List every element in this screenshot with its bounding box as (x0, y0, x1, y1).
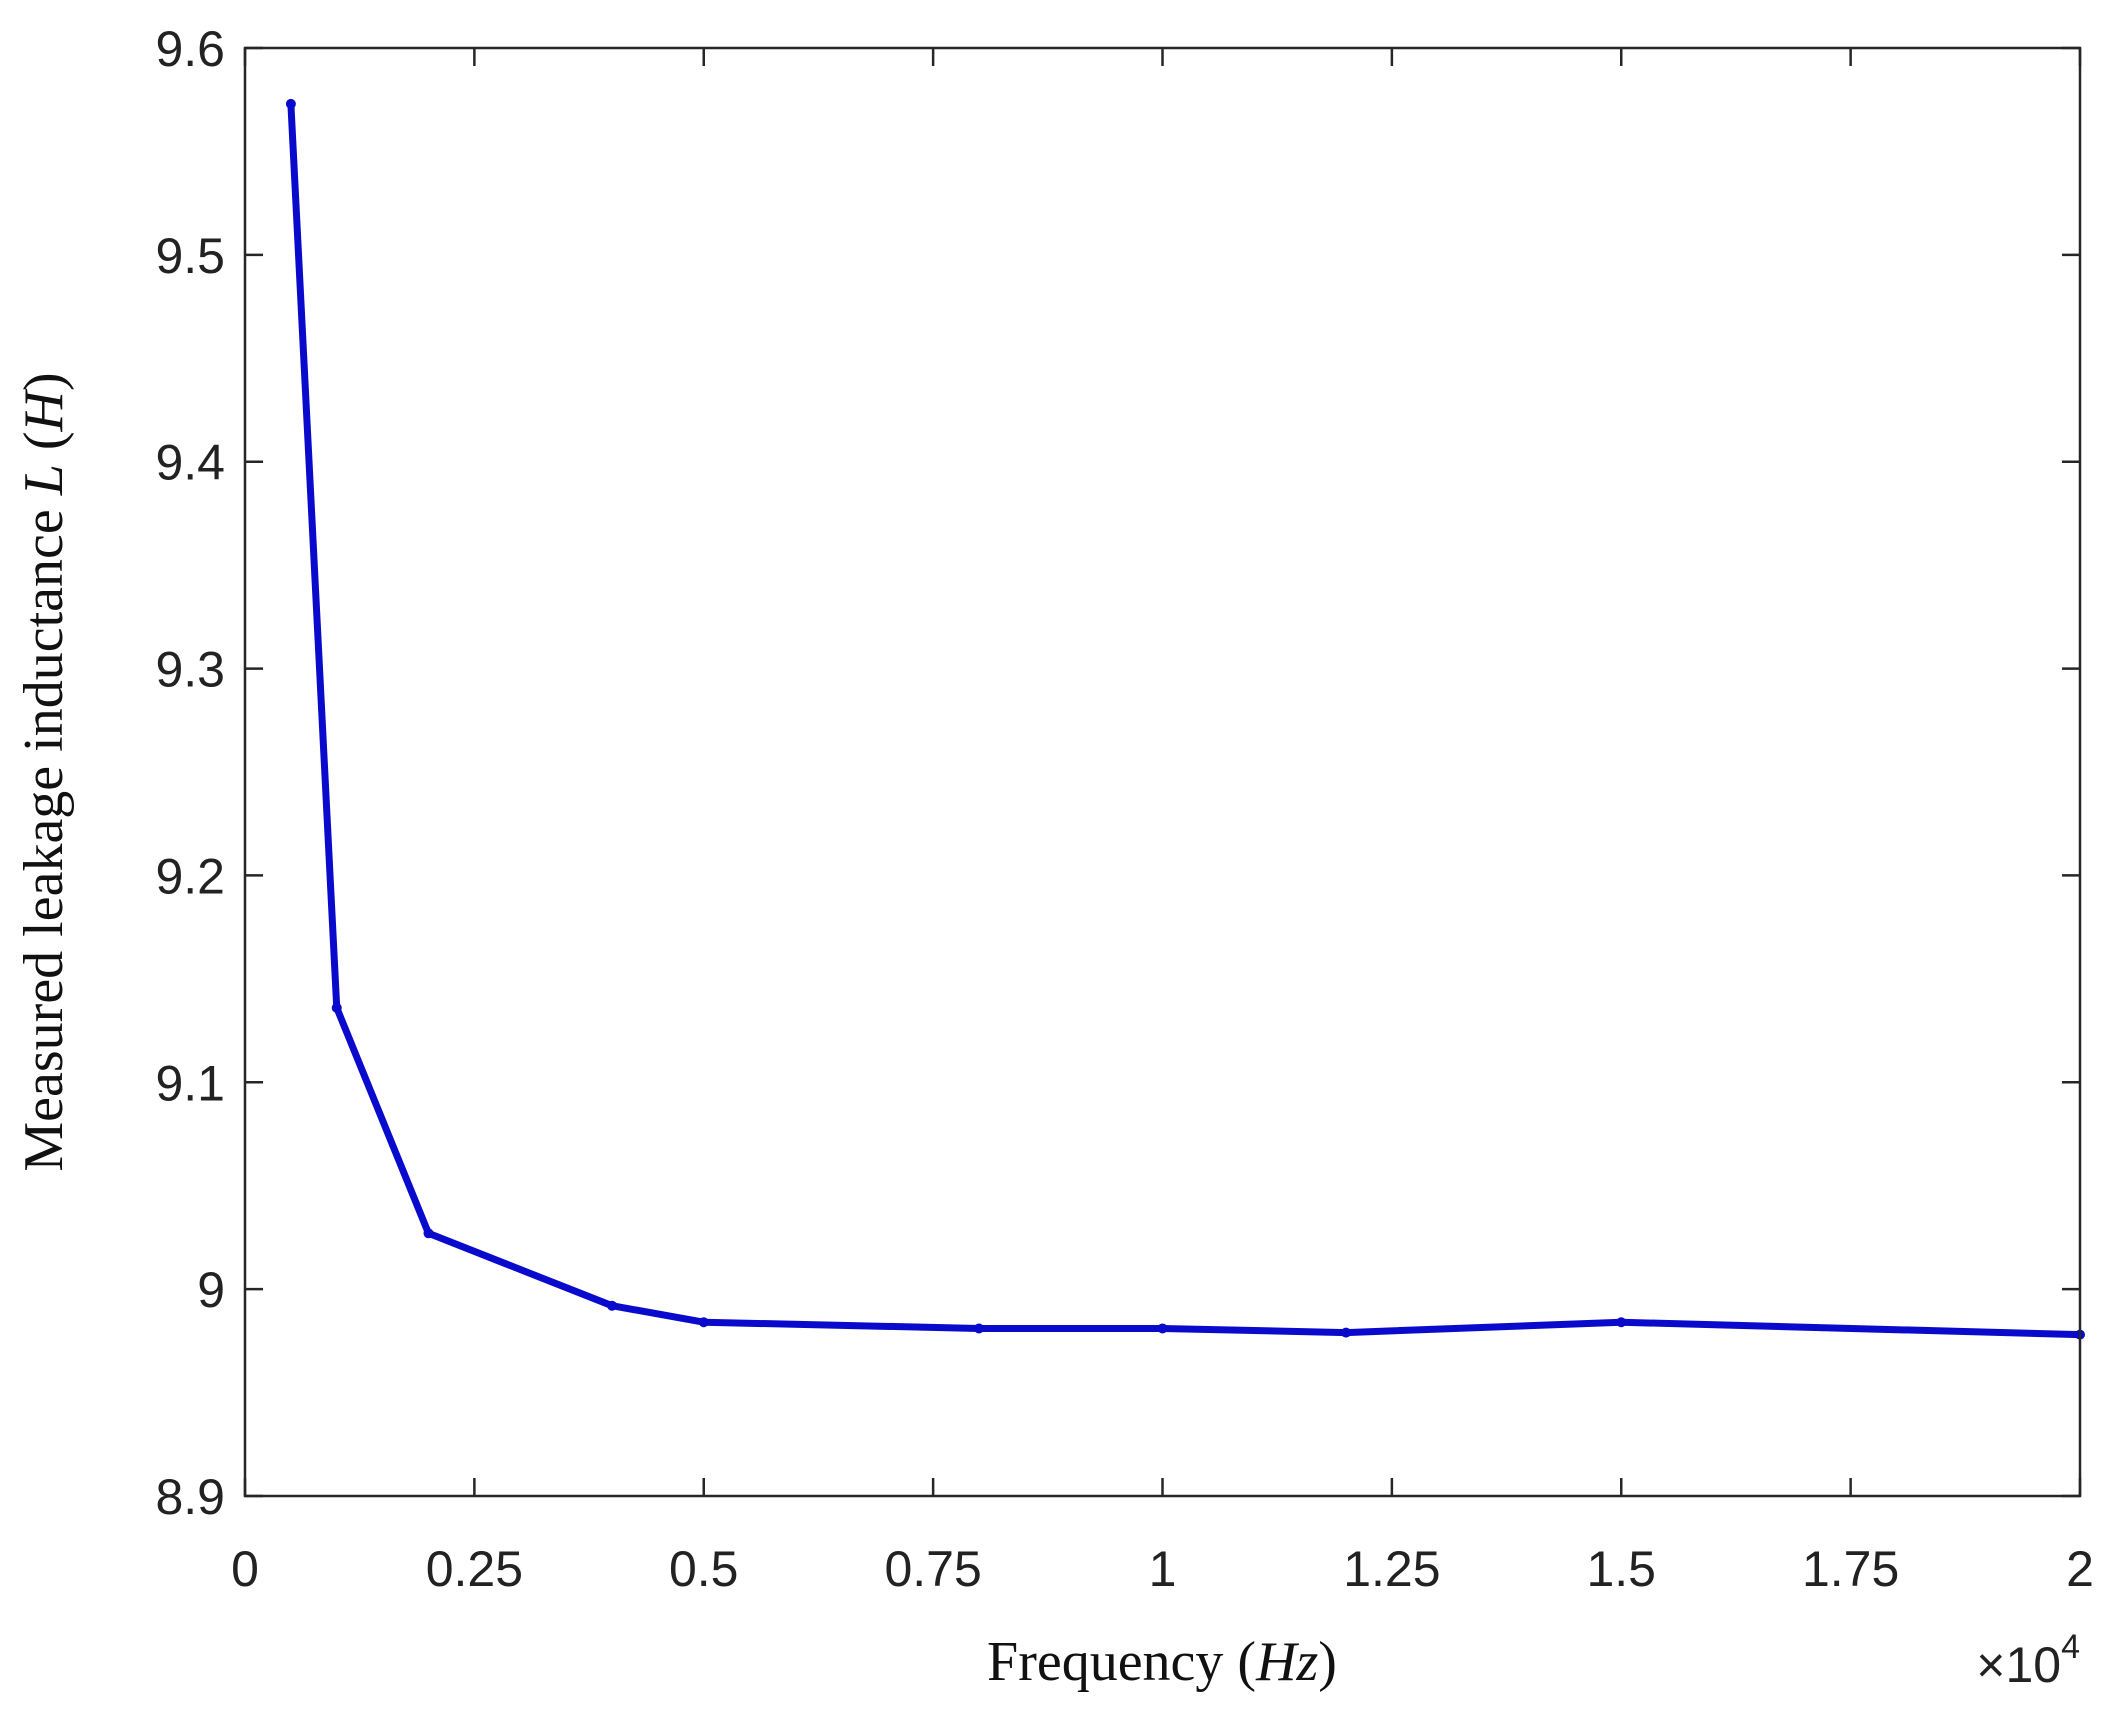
data-point (1616, 1317, 1627, 1328)
y-tick-label: 9.3 (155, 642, 225, 698)
data-point (423, 1228, 434, 1239)
y-tick-label: 8.9 (155, 1469, 225, 1525)
y-tick-label: 9.4 (155, 435, 225, 491)
data-point (1157, 1323, 1168, 1334)
x-tick-label: 0.25 (426, 1541, 523, 1597)
y-tick-labels: 8.9 9 9.1 9.2 9.3 9.4 9.5 9.6 (155, 21, 225, 1525)
x-tick-label: 1.75 (1802, 1541, 1899, 1597)
x-tick-label: 1 (1149, 1541, 1177, 1597)
y-axis-title: Measured leakage inductance L (H) (13, 372, 75, 1171)
data-point (607, 1300, 617, 1311)
y-tick-label: 9 (197, 1262, 225, 1318)
x-tick-label: 1.25 (1343, 1541, 1440, 1597)
series-line (287, 100, 2084, 1339)
plot-frame (243, 46, 2082, 1498)
series-layer (285, 98, 2085, 1340)
x-tick-label: 0.5 (669, 1541, 739, 1597)
y-tick-label: 9.1 (155, 1055, 225, 1111)
x-tick-label: 2 (2066, 1541, 2094, 1597)
data-point (285, 98, 296, 109)
y-tick-label: 9.5 (155, 228, 225, 284)
plot-area (245, 48, 2080, 1496)
x-tick-label: 0.75 (884, 1541, 981, 1597)
data-point (1341, 1327, 1351, 1338)
y-tick-label: 9.6 (155, 21, 225, 77)
y-tick-label: 9.2 (155, 848, 225, 904)
x-axis-title: Frequency (Hz) (987, 1631, 1337, 1693)
data-point (698, 1317, 709, 1328)
x-tick-label: 1.5 (1586, 1541, 1656, 1597)
data-point (331, 1002, 342, 1013)
x-axis-multiplier: ×104 (1976, 1628, 2080, 1693)
data-point (974, 1323, 984, 1334)
x-tick-labels: 0 0.25 0.5 0.75 1 1.25 1.5 1.75 2 (231, 1541, 2094, 1597)
x-tick-label: 0 (231, 1541, 259, 1597)
